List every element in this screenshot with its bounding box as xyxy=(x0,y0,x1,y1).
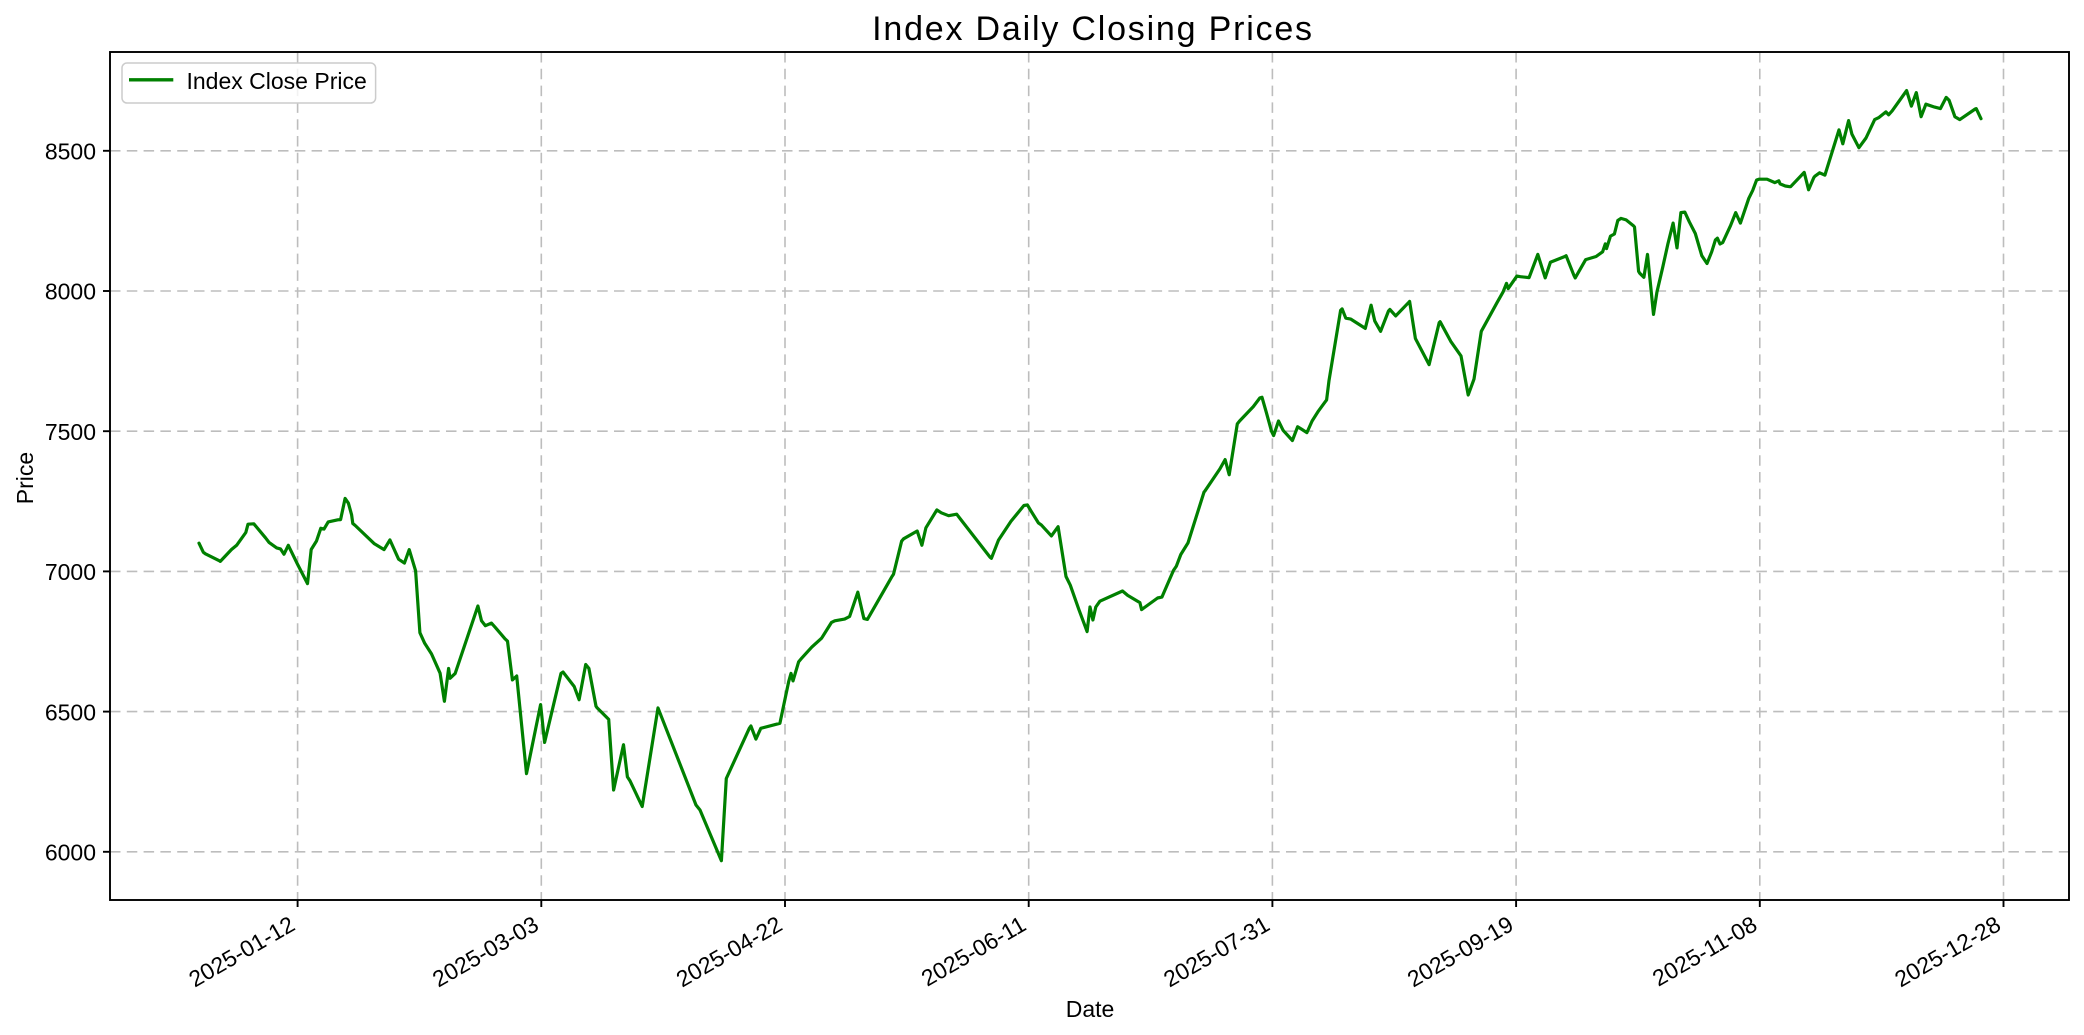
svg-text:Index Close Price: Index Close Price xyxy=(187,68,367,94)
svg-text:Price: Price xyxy=(12,452,38,504)
svg-text:8500: 8500 xyxy=(45,139,96,165)
svg-text:Index Daily Closing Prices: Index Daily Closing Prices xyxy=(872,10,1314,48)
svg-text:6000: 6000 xyxy=(45,840,96,866)
svg-text:6500: 6500 xyxy=(45,699,96,725)
svg-text:8000: 8000 xyxy=(45,279,96,305)
svg-text:7000: 7000 xyxy=(45,559,96,585)
svg-text:Date: Date xyxy=(1066,996,1115,1022)
svg-text:7500: 7500 xyxy=(45,419,96,445)
